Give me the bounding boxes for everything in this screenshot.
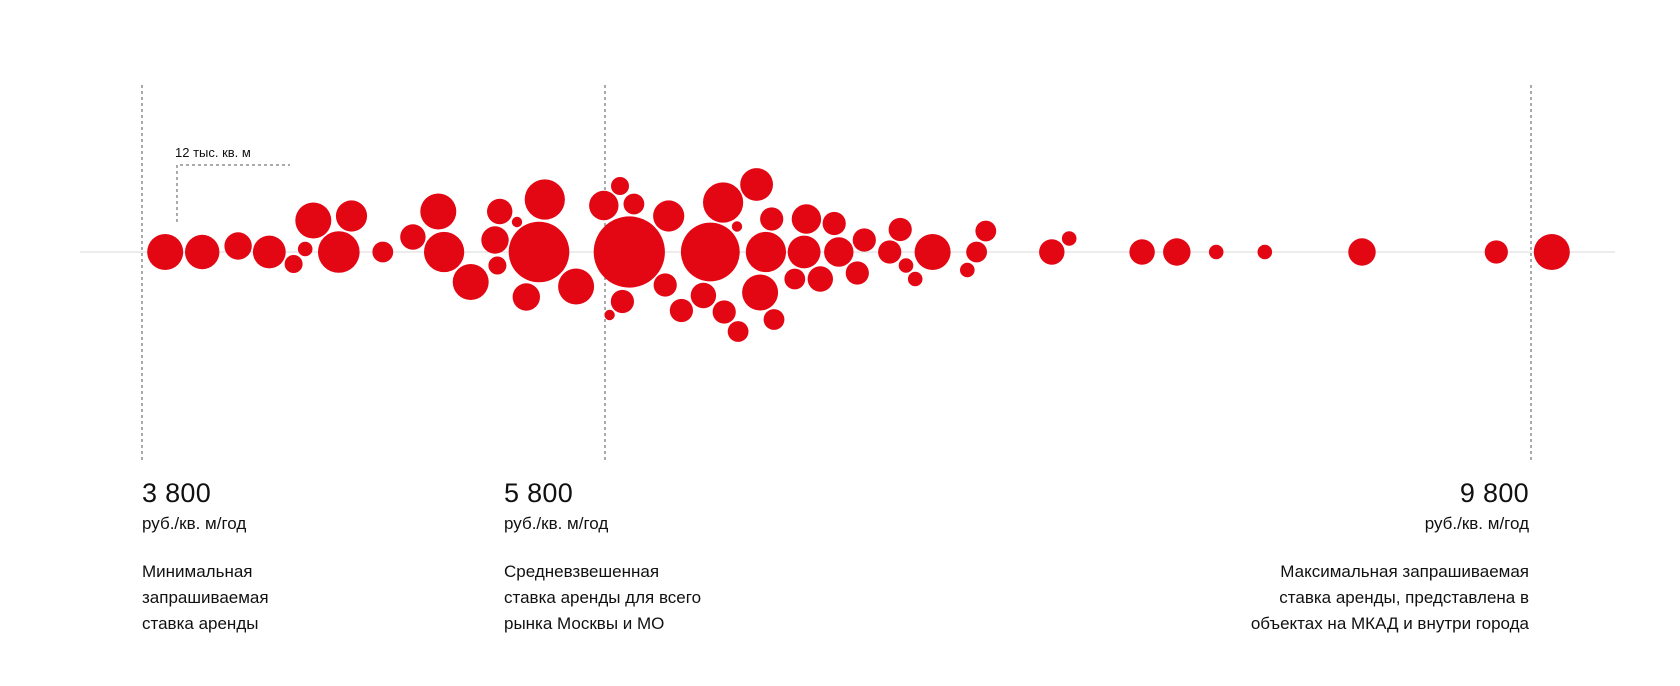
bubble-point	[604, 309, 615, 321]
bubble-point	[512, 283, 540, 311]
bubble-point	[1129, 239, 1155, 265]
size-legend-bracket	[176, 164, 290, 222]
bubble-point	[295, 202, 332, 239]
bubble-point	[488, 256, 507, 275]
bubble-point	[481, 226, 509, 254]
bubble-point	[1533, 234, 1570, 270]
bubble-point	[703, 182, 744, 223]
bubble-point	[807, 266, 833, 292]
bubble-point	[888, 217, 912, 242]
bubble-point	[610, 289, 635, 314]
bubble-point	[898, 258, 914, 273]
bubble-point	[966, 241, 987, 263]
bubble-point	[185, 234, 220, 270]
bubble-point	[1061, 231, 1077, 246]
bubble-point	[297, 241, 313, 257]
bubble-point	[372, 241, 394, 263]
bubble-point	[784, 268, 806, 290]
reference-lines	[141, 85, 1532, 462]
bubble-point	[745, 231, 787, 273]
bubble-point	[878, 240, 902, 264]
bubble-point	[1484, 240, 1508, 264]
bubble-point	[424, 231, 465, 273]
size-legend: 12 тыс. кв. м	[175, 145, 290, 222]
bubble-group	[147, 168, 1570, 342]
bubble-point	[712, 300, 736, 324]
bubble-point	[653, 200, 685, 232]
min-value-label: 3 800	[142, 478, 212, 508]
annotation-min: 3 800 руб./кв. м/год Минимальная запраши…	[142, 477, 269, 637]
bubble-point	[318, 231, 360, 273]
annotation-average: 5 800 руб./кв. м/год Средневзвешенная ст…	[504, 477, 701, 637]
bubble-point	[960, 262, 975, 278]
bubble-point	[400, 224, 426, 250]
max-description: Максимальная запрашиваемая ставка аренды…	[1250, 562, 1529, 633]
bubble-point	[1257, 244, 1273, 260]
bubble-point	[787, 235, 821, 269]
min-unit-label: руб./кв. м/год	[142, 514, 247, 533]
bubble-point	[623, 193, 645, 215]
bubble-point	[508, 221, 570, 283]
bubble-point	[740, 168, 773, 201]
bubble-point	[420, 193, 457, 230]
bubble-point	[524, 179, 565, 220]
bubble-point	[335, 200, 368, 232]
max-unit-label: руб./кв. м/год	[1424, 514, 1529, 533]
bubble-point	[147, 234, 184, 270]
bubble-point	[1208, 244, 1224, 260]
bubble-point	[252, 235, 286, 269]
bubble-point	[1163, 238, 1191, 266]
bubble-point	[669, 298, 694, 323]
min-description: Минимальная запрашиваемая ставка аренды	[142, 562, 269, 633]
bubble-point	[852, 228, 876, 252]
bubble-point	[611, 177, 629, 195]
bubble-point	[690, 282, 717, 309]
bubble-point	[452, 264, 489, 300]
bubble-point	[487, 198, 513, 225]
bubble-point	[1039, 239, 1065, 265]
bubble-point	[558, 268, 595, 305]
annotation-max: 9 800 руб./кв. м/год Максимальная запраш…	[1251, 477, 1529, 637]
bubble-point	[727, 321, 749, 342]
bubble-point	[760, 207, 784, 231]
bubble-point	[511, 216, 523, 228]
bubble-point	[589, 190, 619, 221]
avg-value-label: 5 800	[504, 478, 574, 508]
bubble-point	[791, 204, 822, 234]
avg-unit-label: руб./кв. м/год	[504, 514, 609, 533]
bubble-point	[284, 255, 303, 273]
max-value-label: 9 800	[1459, 478, 1529, 508]
avg-description: Средневзвешенная ставка аренды для всего…	[504, 562, 702, 633]
bubble-point	[914, 234, 951, 270]
bubble-point	[593, 216, 665, 288]
bubble-point	[822, 211, 846, 236]
bubble-point	[824, 237, 854, 267]
bubble-point	[680, 222, 740, 282]
bubble-point	[907, 271, 923, 287]
size-legend-label: 12 тыс. кв. м	[175, 145, 251, 160]
bubble-point	[1348, 238, 1376, 266]
bubble-point	[845, 261, 869, 285]
bubble-point	[742, 274, 779, 311]
bubble-point	[975, 220, 997, 242]
bubble-point	[653, 273, 677, 297]
bubble-point	[731, 221, 743, 232]
bubble-point	[763, 309, 785, 330]
bubble-point	[224, 232, 252, 260]
